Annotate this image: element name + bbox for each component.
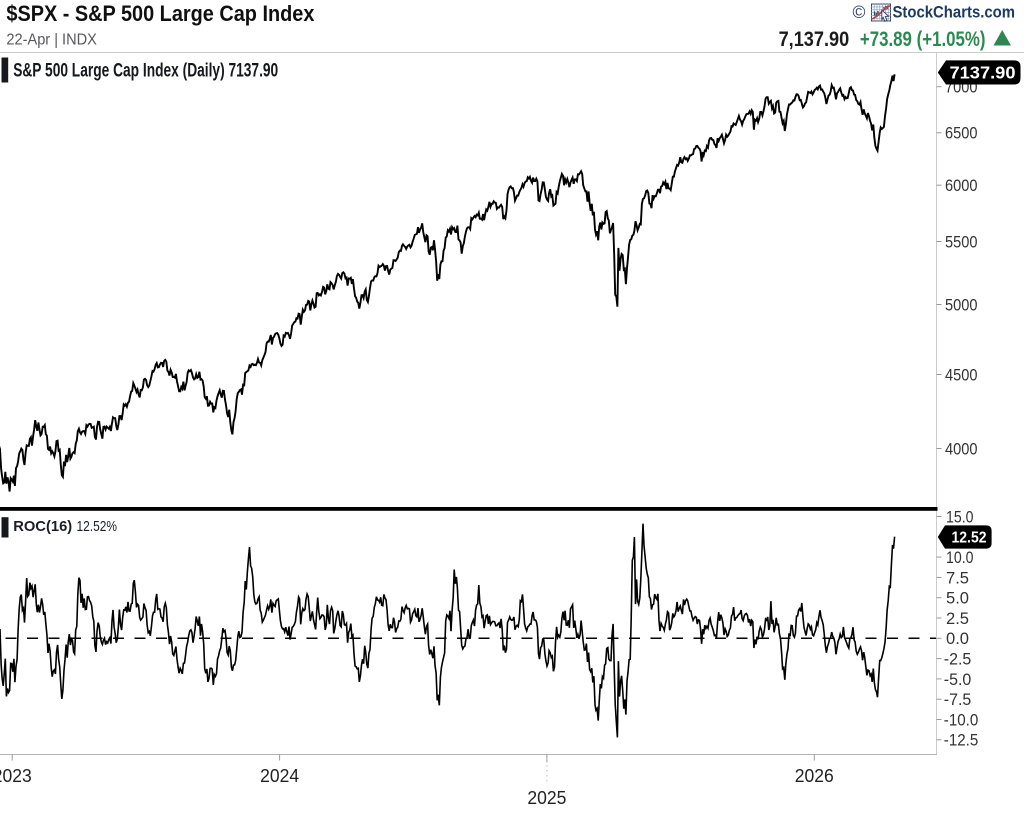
svg-text:ROC(16): ROC(16): [13, 518, 72, 535]
svg-text:6000: 6000: [945, 177, 978, 195]
svg-text:0.0: 0.0: [946, 630, 969, 648]
svg-text:S&P 500 Large Cap Index (Daily: S&P 500 Large Cap Index (Daily) 7137.90: [13, 61, 278, 82]
svg-text:-10.0: -10.0: [944, 711, 979, 729]
svg-text:StockCharts.com: StockCharts.com: [893, 4, 1016, 22]
svg-text:©: ©: [853, 2, 866, 22]
svg-text:2025: 2025: [527, 788, 566, 808]
svg-text:12.52: 12.52: [952, 529, 987, 546]
svg-text:2026: 2026: [795, 766, 834, 786]
svg-text:4000: 4000: [945, 440, 978, 458]
svg-text:4500: 4500: [945, 366, 978, 384]
svg-text:-7.5: -7.5: [944, 691, 972, 709]
svg-text:7137.90: 7137.90: [950, 63, 1016, 83]
svg-text:6500: 6500: [945, 125, 978, 143]
svg-text:+73.89 (+1.05%): +73.89 (+1.05%): [860, 27, 986, 51]
svg-text:-12.5: -12.5: [944, 732, 979, 750]
svg-text:5.0: 5.0: [946, 590, 969, 608]
svg-text:5500: 5500: [945, 233, 978, 251]
svg-text:12.52%: 12.52%: [77, 518, 118, 535]
svg-text:2.5: 2.5: [946, 610, 969, 628]
svg-text:10.0: 10.0: [946, 549, 974, 567]
svg-text:15.0: 15.0: [946, 508, 974, 526]
svg-text:7,137.90: 7,137.90: [779, 27, 850, 51]
svg-text:$SPX - S&P 500 Large Cap Index: $SPX - S&P 500 Large Cap Index: [6, 1, 314, 26]
svg-text:5000: 5000: [945, 296, 978, 314]
svg-text:22-Apr | INDX: 22-Apr | INDX: [6, 32, 97, 49]
svg-text:2023: 2023: [0, 766, 32, 786]
svg-text:-2.5: -2.5: [944, 651, 972, 669]
svg-text:2024: 2024: [260, 766, 299, 786]
svg-text:-5.0: -5.0: [944, 671, 972, 689]
svg-text:7.5: 7.5: [946, 569, 969, 587]
